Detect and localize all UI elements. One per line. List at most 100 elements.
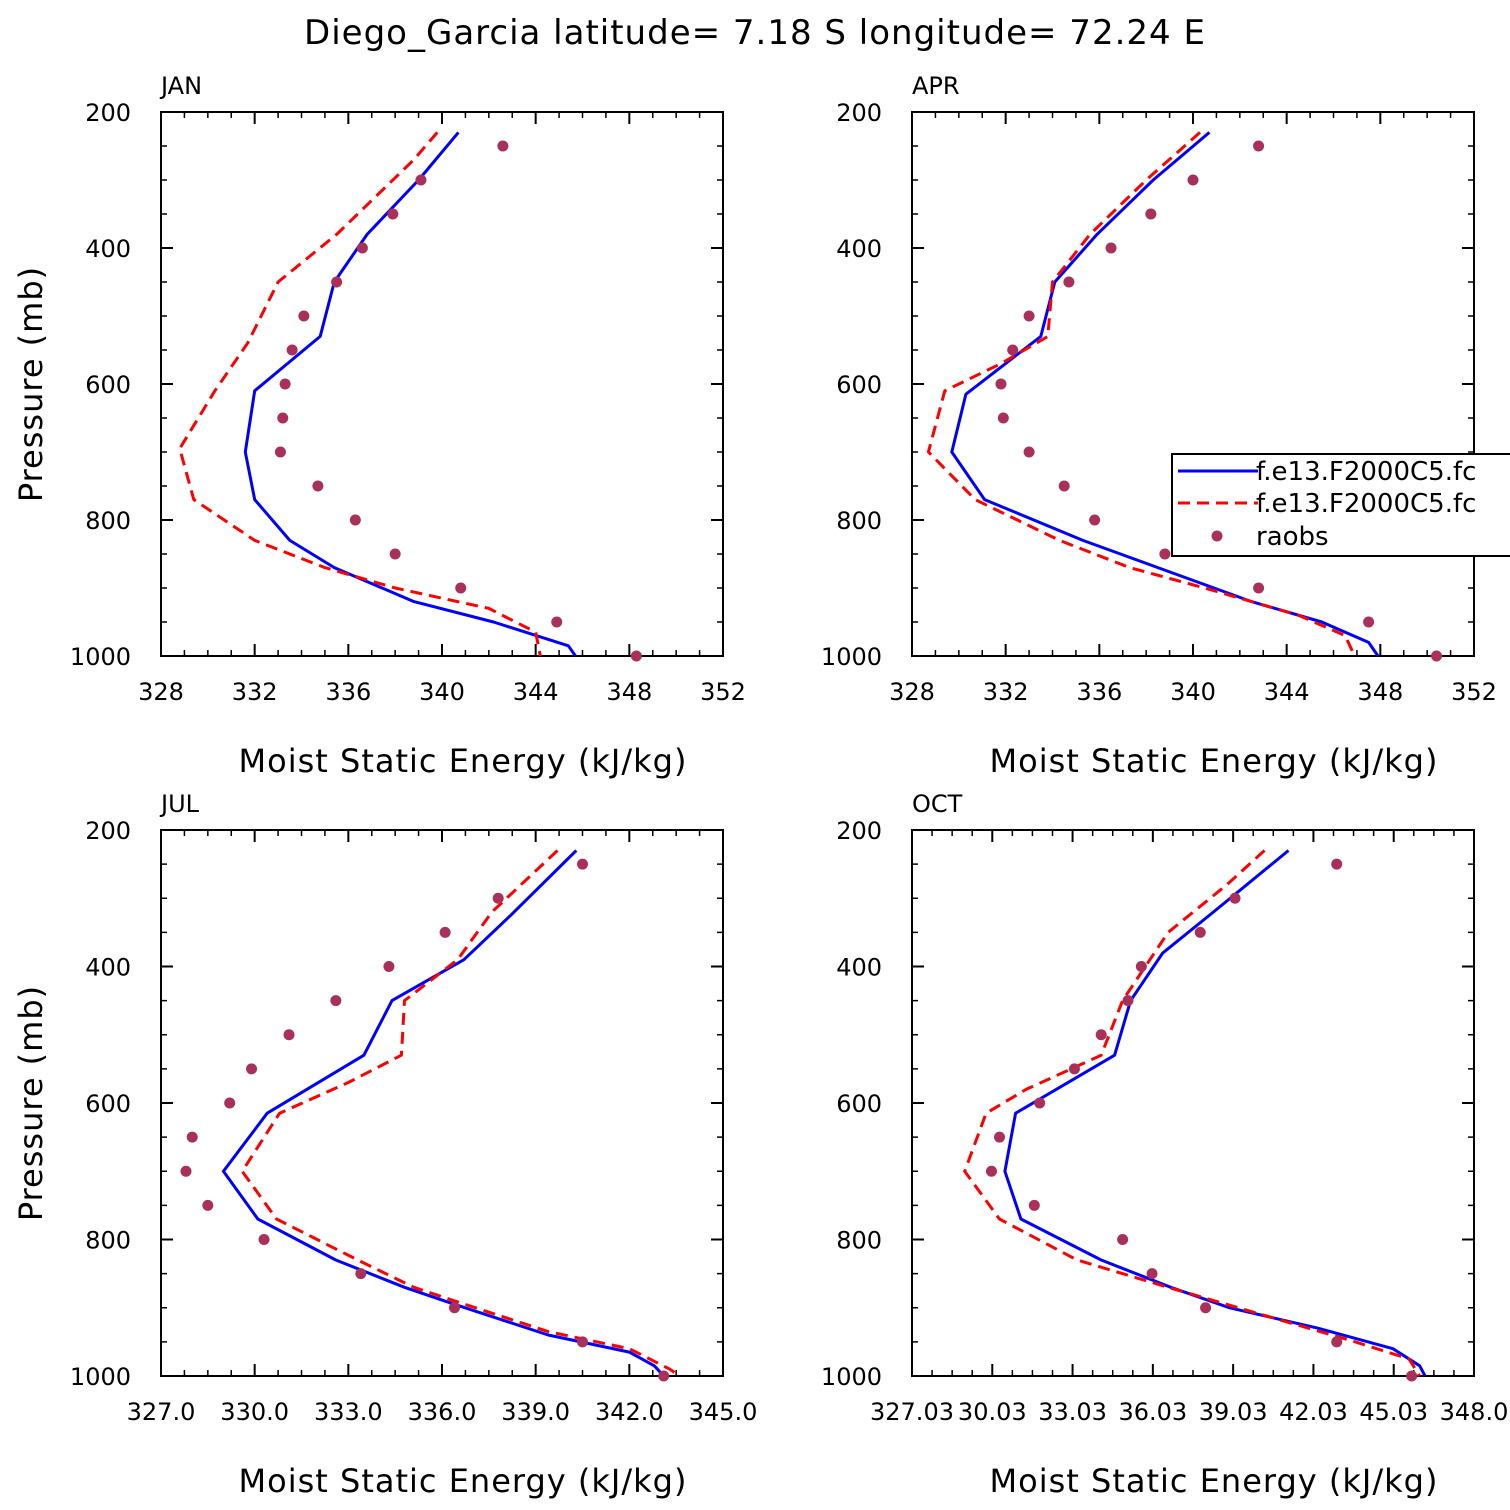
raobs-point [1095,1029,1107,1041]
raobs-point [492,892,504,904]
raobs-point [1253,582,1265,594]
plot-frame [160,111,724,657]
y-tick-label: 200 [836,99,882,127]
raobs-point [1068,1063,1080,1075]
raobs-point [1331,1336,1343,1348]
panel-jan: JAN 328 332 336 340 344 348 352 200 400 600 800 1000… [12,72,746,780]
raobs-point [439,926,451,938]
y-tick-label: 800 [85,1227,131,1255]
raobs-point [283,1029,295,1041]
raobs-point [355,1268,367,1280]
raobs-point [1117,1234,1129,1245]
raobs-point [349,514,361,526]
raobs-point [985,1165,997,1177]
raobs-point [277,412,289,424]
y-tick-label: 1000 [70,1363,131,1391]
x-tick-label: 327.0 [127,1398,196,1426]
raobs-point [186,1131,198,1143]
raobs-point [1253,140,1265,152]
x-tick-label: 352 [1451,678,1497,706]
raobs-point [1089,514,1101,526]
raobs-point [1146,1268,1158,1280]
x-tick-label: 344 [513,678,559,706]
raobs-point [330,995,342,1007]
legend-swatch-raobs [1211,530,1223,542]
x-tick-label: 36.03 [1118,1398,1187,1426]
x-tick-label: 30.03 [958,1398,1027,1426]
x-tick-label: 328 [889,678,935,706]
y-tick-label: 200 [836,817,882,845]
raobs-point [224,1097,236,1109]
x-tick-label: 33.03 [1038,1398,1107,1426]
x-tick-label: 328 [138,678,184,706]
x-axis-label: Moist Static Energy (kJ/kg) [239,742,688,780]
y-axis-label: Pressure (mb) [12,266,50,502]
y-tick-label: 800 [836,507,882,535]
x-tick-label: 348 [606,678,652,706]
panel-jul: JUL 327.0 330.0 333.0 336.0 339.0 342.0 345.0 20… [12,790,757,1500]
x-tick-label: 336 [325,678,371,706]
x-tick-label: 330.0 [220,1398,289,1426]
raobs-point [1007,344,1019,356]
raobs-point [551,616,563,628]
raobs-point [1229,892,1241,904]
raobs-point [356,242,368,254]
raobs-point [1063,276,1075,288]
x-tick-label: 333.0 [314,1398,383,1426]
series-line-model2 [963,849,1421,1377]
y-tick-label: 600 [836,371,882,399]
raobs-point [1363,616,1375,628]
x-tick-label: 348 [1357,678,1403,706]
raobs-point [202,1199,214,1211]
x-tick-label: 336.0 [408,1398,477,1426]
raobs-point [415,174,427,186]
x-axis-label: Moist Static Energy (kJ/kg) [990,1462,1439,1500]
panel-title: OCT [912,790,963,818]
raobs-point [1034,1097,1046,1109]
y-axis-label: Pressure (mb) [12,985,50,1221]
panel-title: JUL [159,790,200,818]
raobs-point [1406,1370,1418,1382]
series-line-model2 [178,131,542,657]
raobs-point [1187,174,1199,186]
x-tick-label: 339.0 [501,1398,570,1426]
raobs-point [455,582,467,594]
x-tick-label: 344 [1264,678,1310,706]
legend-label-model2: f.e13.F2000C5.fc [1256,489,1476,519]
raobs-point [331,276,343,288]
y-tick-label: 800 [836,1227,882,1255]
raobs-point [246,1063,258,1075]
series-line-model1 [950,131,1380,657]
x-tick-label: 342.0 [595,1398,664,1426]
x-tick-label: 45.03 [1359,1398,1428,1426]
figure-title: Diego_Garcia latitude= 7.18 S longitude=… [304,13,1206,53]
raobs-point [1122,995,1134,1007]
panel-title: JAN [159,72,202,100]
raobs-point [383,961,395,972]
raobs-point [1159,548,1171,560]
raobs-point [577,1336,588,1348]
raobs-point [298,310,310,322]
raobs-point [274,446,286,458]
y-tick-label: 400 [85,954,131,982]
x-tick-label: 332 [983,678,1029,706]
x-tick-label: 332 [232,678,278,706]
x-tick-label: 352 [700,678,746,706]
legend-label-model1: f.e13.F2000C5.fc [1256,457,1476,487]
x-tick-label: 348.0 [1440,1398,1509,1426]
y-tick-label: 400 [836,954,882,982]
raobs-point [497,140,509,152]
y-tick-label: 1000 [821,1363,882,1391]
x-tick-label: 39.03 [1199,1398,1268,1426]
x-tick-label: 345.0 [689,1398,758,1426]
raobs-point [630,650,642,662]
series-line-model2 [240,849,681,1378]
y-tick-label: 200 [85,817,131,845]
x-tick-label: 340 [419,678,465,706]
raobs-point [994,1131,1006,1143]
x-tick-label: 340 [1170,678,1216,706]
raobs-point [1331,858,1343,870]
y-tick-label: 400 [836,235,882,263]
raobs-point [1145,208,1157,220]
